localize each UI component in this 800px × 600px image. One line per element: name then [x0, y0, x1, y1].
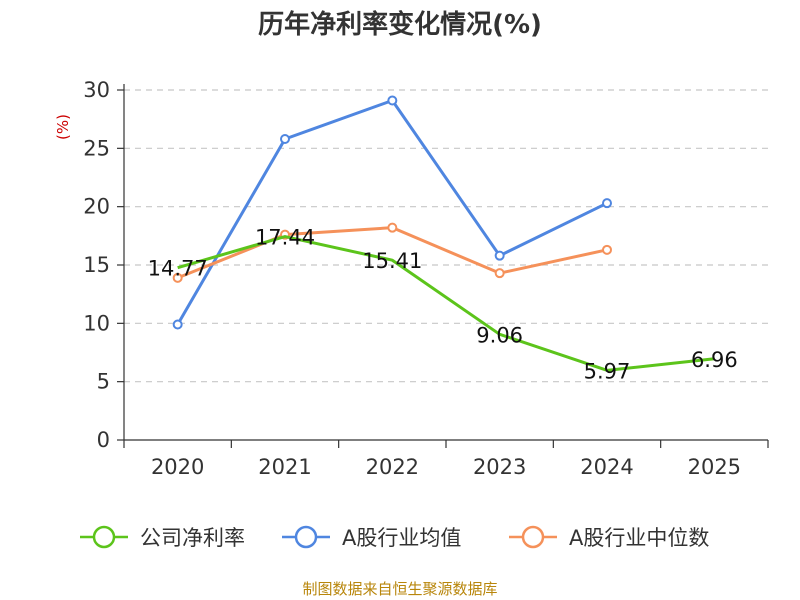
data-label: 9.06: [476, 323, 523, 347]
x-tick-label: 2021: [258, 455, 311, 479]
data-label: 14.77: [148, 257, 208, 281]
data-point: [280, 134, 290, 144]
source-note: 制图数据来自恒生聚源数据库: [302, 580, 497, 598]
grid-lines: [124, 89, 768, 383]
series-line: [177, 235, 715, 372]
y-tick-label: 20: [83, 195, 110, 219]
data-point: [387, 95, 398, 106]
data-point: [494, 250, 505, 261]
legend-label: A股行业均值: [342, 526, 461, 550]
data-label: 5.97: [584, 359, 631, 383]
legend-item[interactable]: A股行业均值: [282, 525, 461, 550]
legend-marker: [294, 525, 318, 549]
data-point: [387, 222, 398, 233]
data-labels: 14.77 17.44 15.41 9.06 5.97 6.96: [148, 226, 738, 384]
data-label: 15.41: [362, 249, 422, 273]
y-tick-label: 10: [83, 311, 110, 335]
data-point: [494, 268, 505, 279]
legend-item[interactable]: A股行业中位数: [509, 525, 709, 550]
chart-title: 历年净利率变化情况(%): [258, 9, 542, 40]
y-tick-label: 25: [83, 136, 110, 160]
legend-marker: [521, 525, 545, 549]
y-tick-label: 5: [97, 370, 110, 394]
x-tick-label: 2022: [366, 455, 419, 479]
legend-item[interactable]: 公司净利率: [80, 525, 245, 550]
data-point: [172, 272, 183, 283]
y-tick-label: 30: [83, 78, 110, 102]
data-label: 6.96: [691, 348, 738, 372]
data-label: 17.44: [255, 226, 315, 250]
x-tick-label: 2025: [688, 455, 741, 479]
x-tick-label: 2020: [151, 455, 204, 479]
series-line: [176, 99, 608, 326]
y-axis-unit: (%): [54, 114, 72, 140]
legend-marker: [92, 525, 116, 549]
y-tick-label: 0: [97, 428, 110, 452]
x-tick-label: 2023: [473, 455, 526, 479]
legend-label: 公司净利率: [140, 526, 245, 550]
data-point: [602, 244, 612, 255]
series-group: [172, 95, 715, 372]
x-tick-label: 2024: [580, 455, 633, 479]
legend-label: A股行业中位数: [569, 526, 709, 550]
data-point: [602, 198, 612, 209]
data-point: [172, 319, 183, 330]
y-tick-label: 15: [83, 253, 110, 277]
legend: 公司净利率 A股行业均值 A股行业中位数: [80, 525, 709, 550]
